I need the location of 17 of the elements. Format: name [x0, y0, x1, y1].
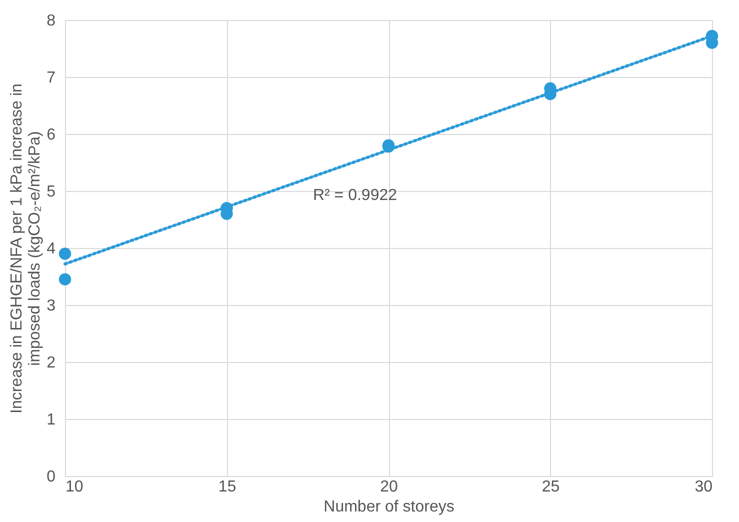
x-tick-label: 15 [218, 478, 236, 496]
y-tick-label: 5 [46, 184, 56, 200]
x-tick-label: 25 [542, 478, 560, 496]
y-axis-title: Increase in EGHGE/NFA per 1 kPa increase in imposed loads (kgCO₂-e/m²/kPa) [8, 84, 44, 414]
y-tick-label: 7 [46, 70, 56, 86]
y-tick-label: 4 [46, 240, 56, 258]
y-tick-label: 6 [46, 126, 56, 144]
annotation: R² = 0.9922 [312, 187, 398, 204]
y-tick-label: 8 [46, 12, 56, 30]
y-tick-label: 3 [46, 298, 56, 314]
y-tick-label: 0 [46, 468, 56, 486]
x-tick-label: 20 [380, 478, 398, 496]
x-tick-label: 30 [694, 478, 713, 496]
y-tick-label: 1 [46, 412, 56, 428]
y-tick-label: 2 [46, 354, 56, 372]
x-axis-title: Number of storeys [324, 498, 454, 516]
x-tick-label: 10 [66, 478, 84, 496]
